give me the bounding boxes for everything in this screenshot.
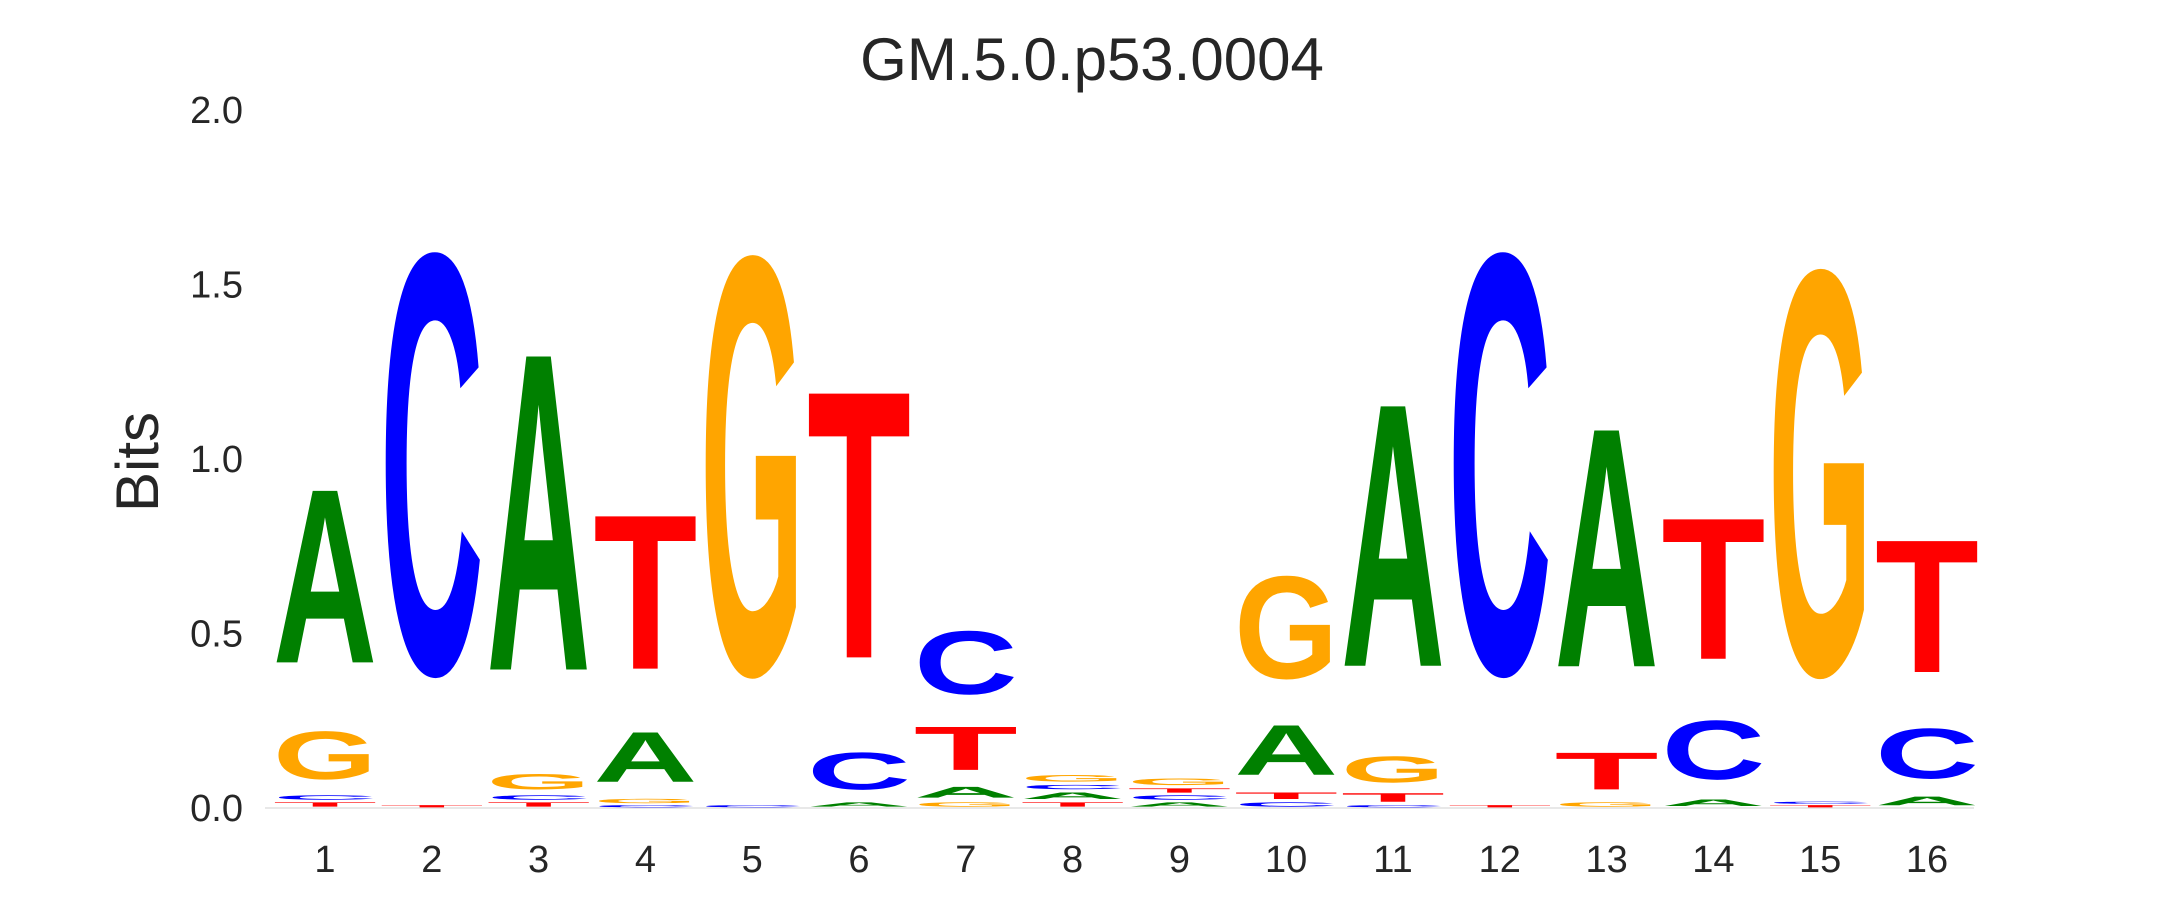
logo-letter-t: T (380, 804, 484, 807)
logo-letter-g: G (273, 717, 377, 794)
logo-letter-t: T (807, 311, 911, 739)
x-tick-label: 13 (1585, 839, 1627, 881)
logo-letter-t: T (593, 468, 697, 716)
x-tick-label: 10 (1265, 839, 1307, 881)
y-axis-ticks: 0.0 0.5 1.0 1.5 2.0 (190, 90, 243, 830)
y-tick-label: 0.5 (190, 614, 243, 656)
logo-letter-a: A (1875, 794, 1979, 808)
logo-letter-t: T (273, 801, 377, 808)
logo-letter-g: G (1341, 748, 1445, 790)
logo-letter-t: T (1021, 801, 1125, 808)
logo-letter-c: C (1341, 804, 1445, 807)
logo-letter-t: T (1555, 741, 1659, 800)
logo-letter-c: C (914, 613, 1018, 714)
x-tick-label: 16 (1906, 839, 1948, 881)
logo-letter-g: G (700, 132, 804, 800)
logo-letter-c: C (700, 804, 804, 807)
logo-letter-t: T (1875, 501, 1979, 713)
logo-letter-a: A (487, 258, 591, 766)
logo-letter-c: C (1875, 714, 1979, 794)
x-axis-ticks: 1 2 3 4 5 6 7 8 9 10 11 12 13 14 15 16 (314, 839, 1948, 881)
logo-letter-c: C (487, 794, 591, 801)
x-tick-label: 4 (635, 839, 656, 881)
logo-letter-c: C (273, 794, 377, 801)
logo-letter-a: A (1661, 798, 1765, 808)
logo-letter-a: A (1127, 801, 1231, 808)
y-tick-label: 0.0 (190, 788, 243, 830)
logo-letter-a: A (914, 783, 1018, 800)
logo-letter-g: G (1234, 545, 1338, 709)
logo-letter-t: T (1768, 804, 1872, 807)
logo-letter-a: A (807, 801, 911, 808)
logo-letter-t: T (1127, 787, 1231, 794)
x-tick-label: 5 (742, 839, 763, 881)
x-tick-label: 11 (1373, 839, 1412, 881)
y-tick-label: 2.0 (190, 90, 243, 132)
logo-letter-a: A (1555, 356, 1659, 739)
x-tick-label: 7 (955, 839, 976, 881)
logo-letter-c: C (380, 128, 484, 801)
logo-letter-c: C (1661, 703, 1765, 797)
logo-letter-t: T (1234, 791, 1338, 801)
x-tick-label: 6 (848, 839, 869, 881)
logo-letter-g: G (593, 798, 697, 805)
logo-letter-g: G (1127, 777, 1231, 787)
logo-letter-c: C (1448, 128, 1552, 801)
logo-letter-t: T (1661, 476, 1765, 702)
logo-letter-c: C (1768, 801, 1872, 804)
x-tick-label: 1 (314, 839, 335, 881)
logo-letter-a: A (273, 438, 377, 716)
logo-letter-g: G (487, 770, 591, 794)
logo-letter-a: A (1021, 791, 1125, 801)
logo-letter-t: T (1341, 791, 1445, 805)
logo-letter-t: T (487, 801, 591, 808)
x-tick-label: 15 (1799, 839, 1841, 881)
x-tick-label: 8 (1062, 839, 1083, 881)
logo-letter-c: C (1021, 784, 1125, 791)
logo-letter-g: G (1555, 801, 1659, 808)
chart-title: GM.5.0.p53.0004 (860, 26, 1324, 93)
x-tick-label: 14 (1692, 839, 1734, 881)
y-axis-label: Bits (104, 412, 171, 512)
x-tick-label: 2 (421, 839, 442, 881)
x-tick-label: 3 (528, 839, 549, 881)
logo-letter-g: G (1021, 773, 1125, 783)
x-tick-label: 9 (1169, 839, 1190, 881)
logo-letter-c: C (593, 804, 697, 807)
y-tick-label: 1.5 (190, 265, 243, 307)
logo-letter-c: C (807, 742, 911, 801)
logo-letter-t: T (1448, 804, 1552, 807)
x-tick-label: 12 (1479, 839, 1521, 881)
logo-letter-t: T (914, 714, 1018, 784)
logo-letter-a: A (593, 717, 697, 797)
y-tick-label: 1.0 (190, 439, 243, 481)
logo-letter-g: G (914, 801, 1018, 808)
logo-letter-g: G (1768, 150, 1872, 798)
logo-letter-a: A (1341, 326, 1445, 746)
logo-letter-c: C (1127, 794, 1231, 801)
logo-letters: TCGATCTCGACGATCGACTGATCTACGACTGCTAGCTGAT… (273, 128, 1979, 808)
logo-letter-c: C (1234, 801, 1338, 808)
logo-letter-a: A (1234, 711, 1338, 791)
